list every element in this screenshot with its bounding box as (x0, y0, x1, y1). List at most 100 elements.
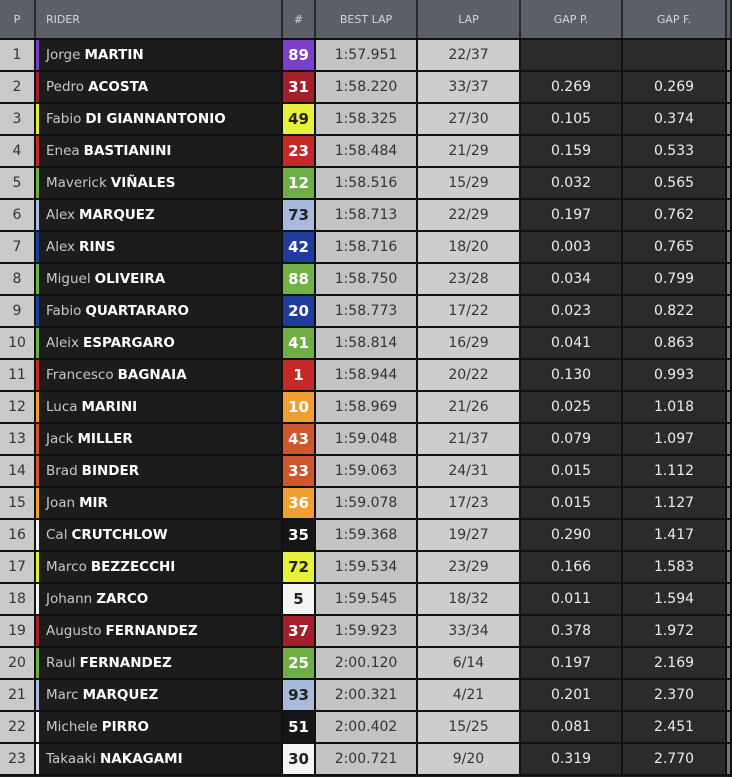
rider-cell: Raul FERNANDEZ (36, 648, 283, 678)
table-row[interactable]: 23 Takaaki NAKAGAMI 30 2:00.721 9/20 0.319 2.77… (0, 744, 732, 776)
rider-cell: Alex MARQUEZ (36, 200, 283, 230)
table-row[interactable]: 1 Jorge MARTIN 89 1:57.951 22/37 (0, 40, 732, 72)
rider-first-name: Miguel (46, 271, 91, 287)
row-edge (727, 392, 732, 422)
best-lap-cell: 1:59.078 (316, 488, 418, 518)
table-row[interactable]: 15 Joan MIR 36 1:59.078 17/23 0.015 1.127 (0, 488, 732, 520)
best-lap-cell: 1:59.923 (316, 616, 418, 646)
rider-number-badge: 23 (283, 136, 316, 166)
best-lap-cell: 1:59.545 (316, 584, 418, 614)
header-lap[interactable]: LAP (418, 0, 521, 38)
best-lap-cell: 1:58.773 (316, 296, 418, 326)
rider-last-name: FERNANDEZ (105, 623, 198, 639)
position-cell: 1 (0, 40, 36, 70)
rider-cell: Fabio DI GIANNANTONIO (36, 104, 283, 134)
gap-previous-cell: 0.032 (521, 168, 623, 198)
rider-cell: Brad BINDER (36, 456, 283, 486)
row-edge (727, 136, 732, 166)
table-row[interactable]: 8 Miguel OLIVEIRA 88 1:58.750 23/28 0.034 0.799 (0, 264, 732, 296)
table-row[interactable]: 20 Raul FERNANDEZ 25 2:00.120 6/14 0.197 2.169 (0, 648, 732, 680)
rider-first-name: Jack (46, 431, 74, 447)
gap-previous-cell: 0.011 (521, 584, 623, 614)
best-lap-cell: 1:59.368 (316, 520, 418, 550)
table-row[interactable]: 16 Cal CRUTCHLOW 35 1:59.368 19/27 0.290 1.417 (0, 520, 732, 552)
table-row[interactable]: 11 Francesco BAGNAIA 1 1:58.944 20/22 0.130 0.9… (0, 360, 732, 392)
row-edge (727, 104, 732, 134)
header-gap-previous[interactable]: GAP P. (521, 0, 623, 38)
gap-first-cell: 1.018 (623, 392, 727, 422)
lap-cell: 6/14 (418, 648, 521, 678)
table-row[interactable]: 12 Luca MARINI 10 1:58.969 21/26 0.025 1.018 (0, 392, 732, 424)
gap-first-cell: 1.972 (623, 616, 727, 646)
table-row[interactable]: 2 Pedro ACOSTA 31 1:58.220 33/37 0.269 0.269 (0, 72, 732, 104)
gap-previous-cell: 0.003 (521, 232, 623, 262)
rider-number-badge: 31 (283, 72, 316, 102)
team-color-stripe (36, 200, 39, 230)
rider-last-name: PIRRO (101, 719, 149, 735)
row-edge (727, 328, 732, 358)
gap-first-cell (623, 40, 727, 70)
gap-previous-cell: 0.378 (521, 616, 623, 646)
gap-previous-cell: 0.130 (521, 360, 623, 390)
table-row[interactable]: 21 Marc MARQUEZ 93 2:00.321 4/21 0.201 2.370 (0, 680, 732, 712)
lap-cell: 23/28 (418, 264, 521, 294)
gap-previous-cell: 0.197 (521, 648, 623, 678)
gap-first-cell: 0.765 (623, 232, 727, 262)
header-rider[interactable]: RIDER (36, 0, 283, 38)
position-cell: 9 (0, 296, 36, 326)
gap-first-cell: 1.594 (623, 584, 727, 614)
rider-cell: Fabio QUARTARARO (36, 296, 283, 326)
gap-first-cell: 2.451 (623, 712, 727, 742)
table-row[interactable]: 18 Johann ZARCO 5 1:59.545 18/32 0.011 1.594 (0, 584, 732, 616)
row-edge (727, 168, 732, 198)
table-row[interactable]: 4 Enea BASTIANINI 23 1:58.484 21/29 0.159 0.533 (0, 136, 732, 168)
table-row[interactable]: 5 Maverick VIÑALES 12 1:58.516 15/29 0.032 0.56… (0, 168, 732, 200)
rider-number-badge: 35 (283, 520, 316, 550)
header-gap-first[interactable]: GAP F. (623, 0, 727, 38)
lap-cell: 18/20 (418, 232, 521, 262)
rider-last-name: MARTIN (84, 47, 144, 63)
table-row[interactable]: 3 Fabio DI GIANNANTONIO 49 1:58.325 27/30 0.10… (0, 104, 732, 136)
rider-last-name: CRUTCHLOW (71, 527, 168, 543)
row-edge (727, 360, 732, 390)
rider-cell: Joan MIR (36, 488, 283, 518)
position-cell: 21 (0, 680, 36, 710)
table-row[interactable]: 14 Brad BINDER 33 1:59.063 24/31 0.015 1.112 (0, 456, 732, 488)
table-row[interactable]: 10 Aleix ESPARGARO 41 1:58.814 16/29 0.041 0.86… (0, 328, 732, 360)
table-row[interactable]: 7 Alex RINS 42 1:58.716 18/20 0.003 0.765 (0, 232, 732, 264)
team-color-stripe (36, 424, 39, 454)
row-edge (727, 40, 732, 70)
table-row[interactable]: 6 Alex MARQUEZ 73 1:58.713 22/29 0.197 0.762 (0, 200, 732, 232)
row-edge (727, 520, 732, 550)
rider-number-badge: 72 (283, 552, 316, 582)
table-row[interactable]: 19 Augusto FERNANDEZ 37 1:59.923 33/34 0.378 1.… (0, 616, 732, 648)
rider-first-name: Fabio (46, 303, 82, 319)
table-row[interactable]: 9 Fabio QUARTARARO 20 1:58.773 17/22 0.023 0.82… (0, 296, 732, 328)
lap-cell: 24/31 (418, 456, 521, 486)
rider-cell: Miguel OLIVEIRA (36, 264, 283, 294)
gap-first-cell: 0.762 (623, 200, 727, 230)
best-lap-cell: 1:58.516 (316, 168, 418, 198)
table-row[interactable]: 13 Jack MILLER 43 1:59.048 21/37 0.079 1.097 (0, 424, 732, 456)
rider-cell: Enea BASTIANINI (36, 136, 283, 166)
rider-cell: Augusto FERNANDEZ (36, 616, 283, 646)
rider-cell: Pedro ACOSTA (36, 72, 283, 102)
table-row[interactable]: 22 Michele PIRRO 51 2:00.402 15/25 0.081 2.451 (0, 712, 732, 744)
rider-number-badge: 93 (283, 680, 316, 710)
gap-first-cell: 0.863 (623, 328, 727, 358)
header-number[interactable]: # (283, 0, 316, 38)
header-edge (727, 0, 732, 38)
best-lap-cell: 1:59.063 (316, 456, 418, 486)
gap-first-cell: 0.533 (623, 136, 727, 166)
lap-cell: 33/34 (418, 616, 521, 646)
team-color-stripe (36, 264, 39, 294)
rider-first-name: Cal (46, 527, 68, 543)
rider-last-name: ACOSTA (88, 79, 149, 95)
table-row[interactable]: 17 Marco BEZZECCHI 72 1:59.534 23/29 0.166 1.58… (0, 552, 732, 584)
team-color-stripe (36, 360, 39, 390)
gap-first-cell: 0.993 (623, 360, 727, 390)
header-position[interactable]: P (0, 0, 36, 38)
header-best-lap[interactable]: BEST LAP (316, 0, 418, 38)
rider-first-name: Augusto (46, 623, 102, 639)
rider-first-name: Takaaki (46, 751, 96, 767)
